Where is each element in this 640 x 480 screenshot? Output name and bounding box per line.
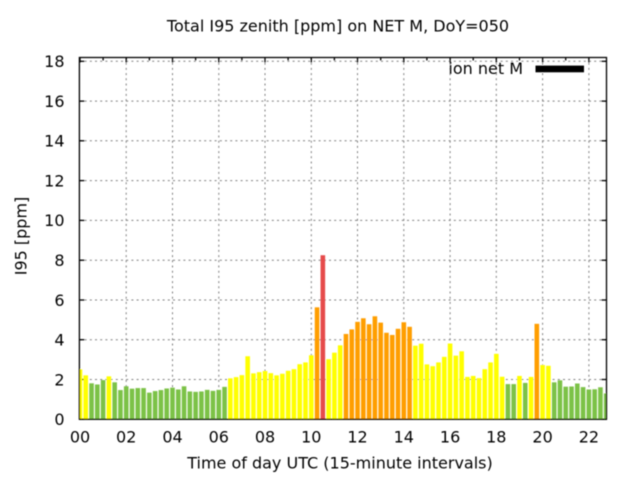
svg-text:4: 4 bbox=[54, 331, 64, 350]
svg-text:12: 12 bbox=[347, 428, 367, 447]
svg-text:00: 00 bbox=[70, 428, 90, 447]
svg-text:14: 14 bbox=[44, 132, 64, 151]
svg-text:12: 12 bbox=[44, 172, 64, 191]
svg-text:Total I95 zenith [ppm] on NET: Total I95 zenith [ppm] on NET M, DoY=050 bbox=[166, 17, 509, 36]
svg-text:04: 04 bbox=[162, 428, 182, 447]
svg-text:06: 06 bbox=[209, 428, 229, 447]
svg-text:0: 0 bbox=[54, 410, 64, 429]
svg-text:10: 10 bbox=[44, 211, 64, 230]
svg-text:16: 16 bbox=[440, 428, 460, 447]
svg-text:20: 20 bbox=[532, 428, 552, 447]
svg-text:Time of day UTC (15-minute int: Time of day UTC (15-minute intervals) bbox=[186, 454, 493, 473]
svg-text:2: 2 bbox=[54, 370, 64, 389]
svg-text:6: 6 bbox=[54, 291, 64, 310]
svg-text:14: 14 bbox=[394, 428, 414, 447]
svg-text:22: 22 bbox=[579, 428, 599, 447]
svg-text:16: 16 bbox=[44, 92, 64, 111]
svg-text:18: 18 bbox=[486, 428, 506, 447]
svg-text:08: 08 bbox=[255, 428, 275, 447]
svg-text:8: 8 bbox=[54, 251, 64, 270]
svg-text:10: 10 bbox=[301, 428, 321, 447]
svg-text:ion net M: ion net M bbox=[448, 59, 523, 78]
svg-text:18: 18 bbox=[44, 52, 64, 71]
svg-text:02: 02 bbox=[116, 428, 136, 447]
svg-text:I95 [ppm]: I95 [ppm] bbox=[12, 197, 31, 276]
